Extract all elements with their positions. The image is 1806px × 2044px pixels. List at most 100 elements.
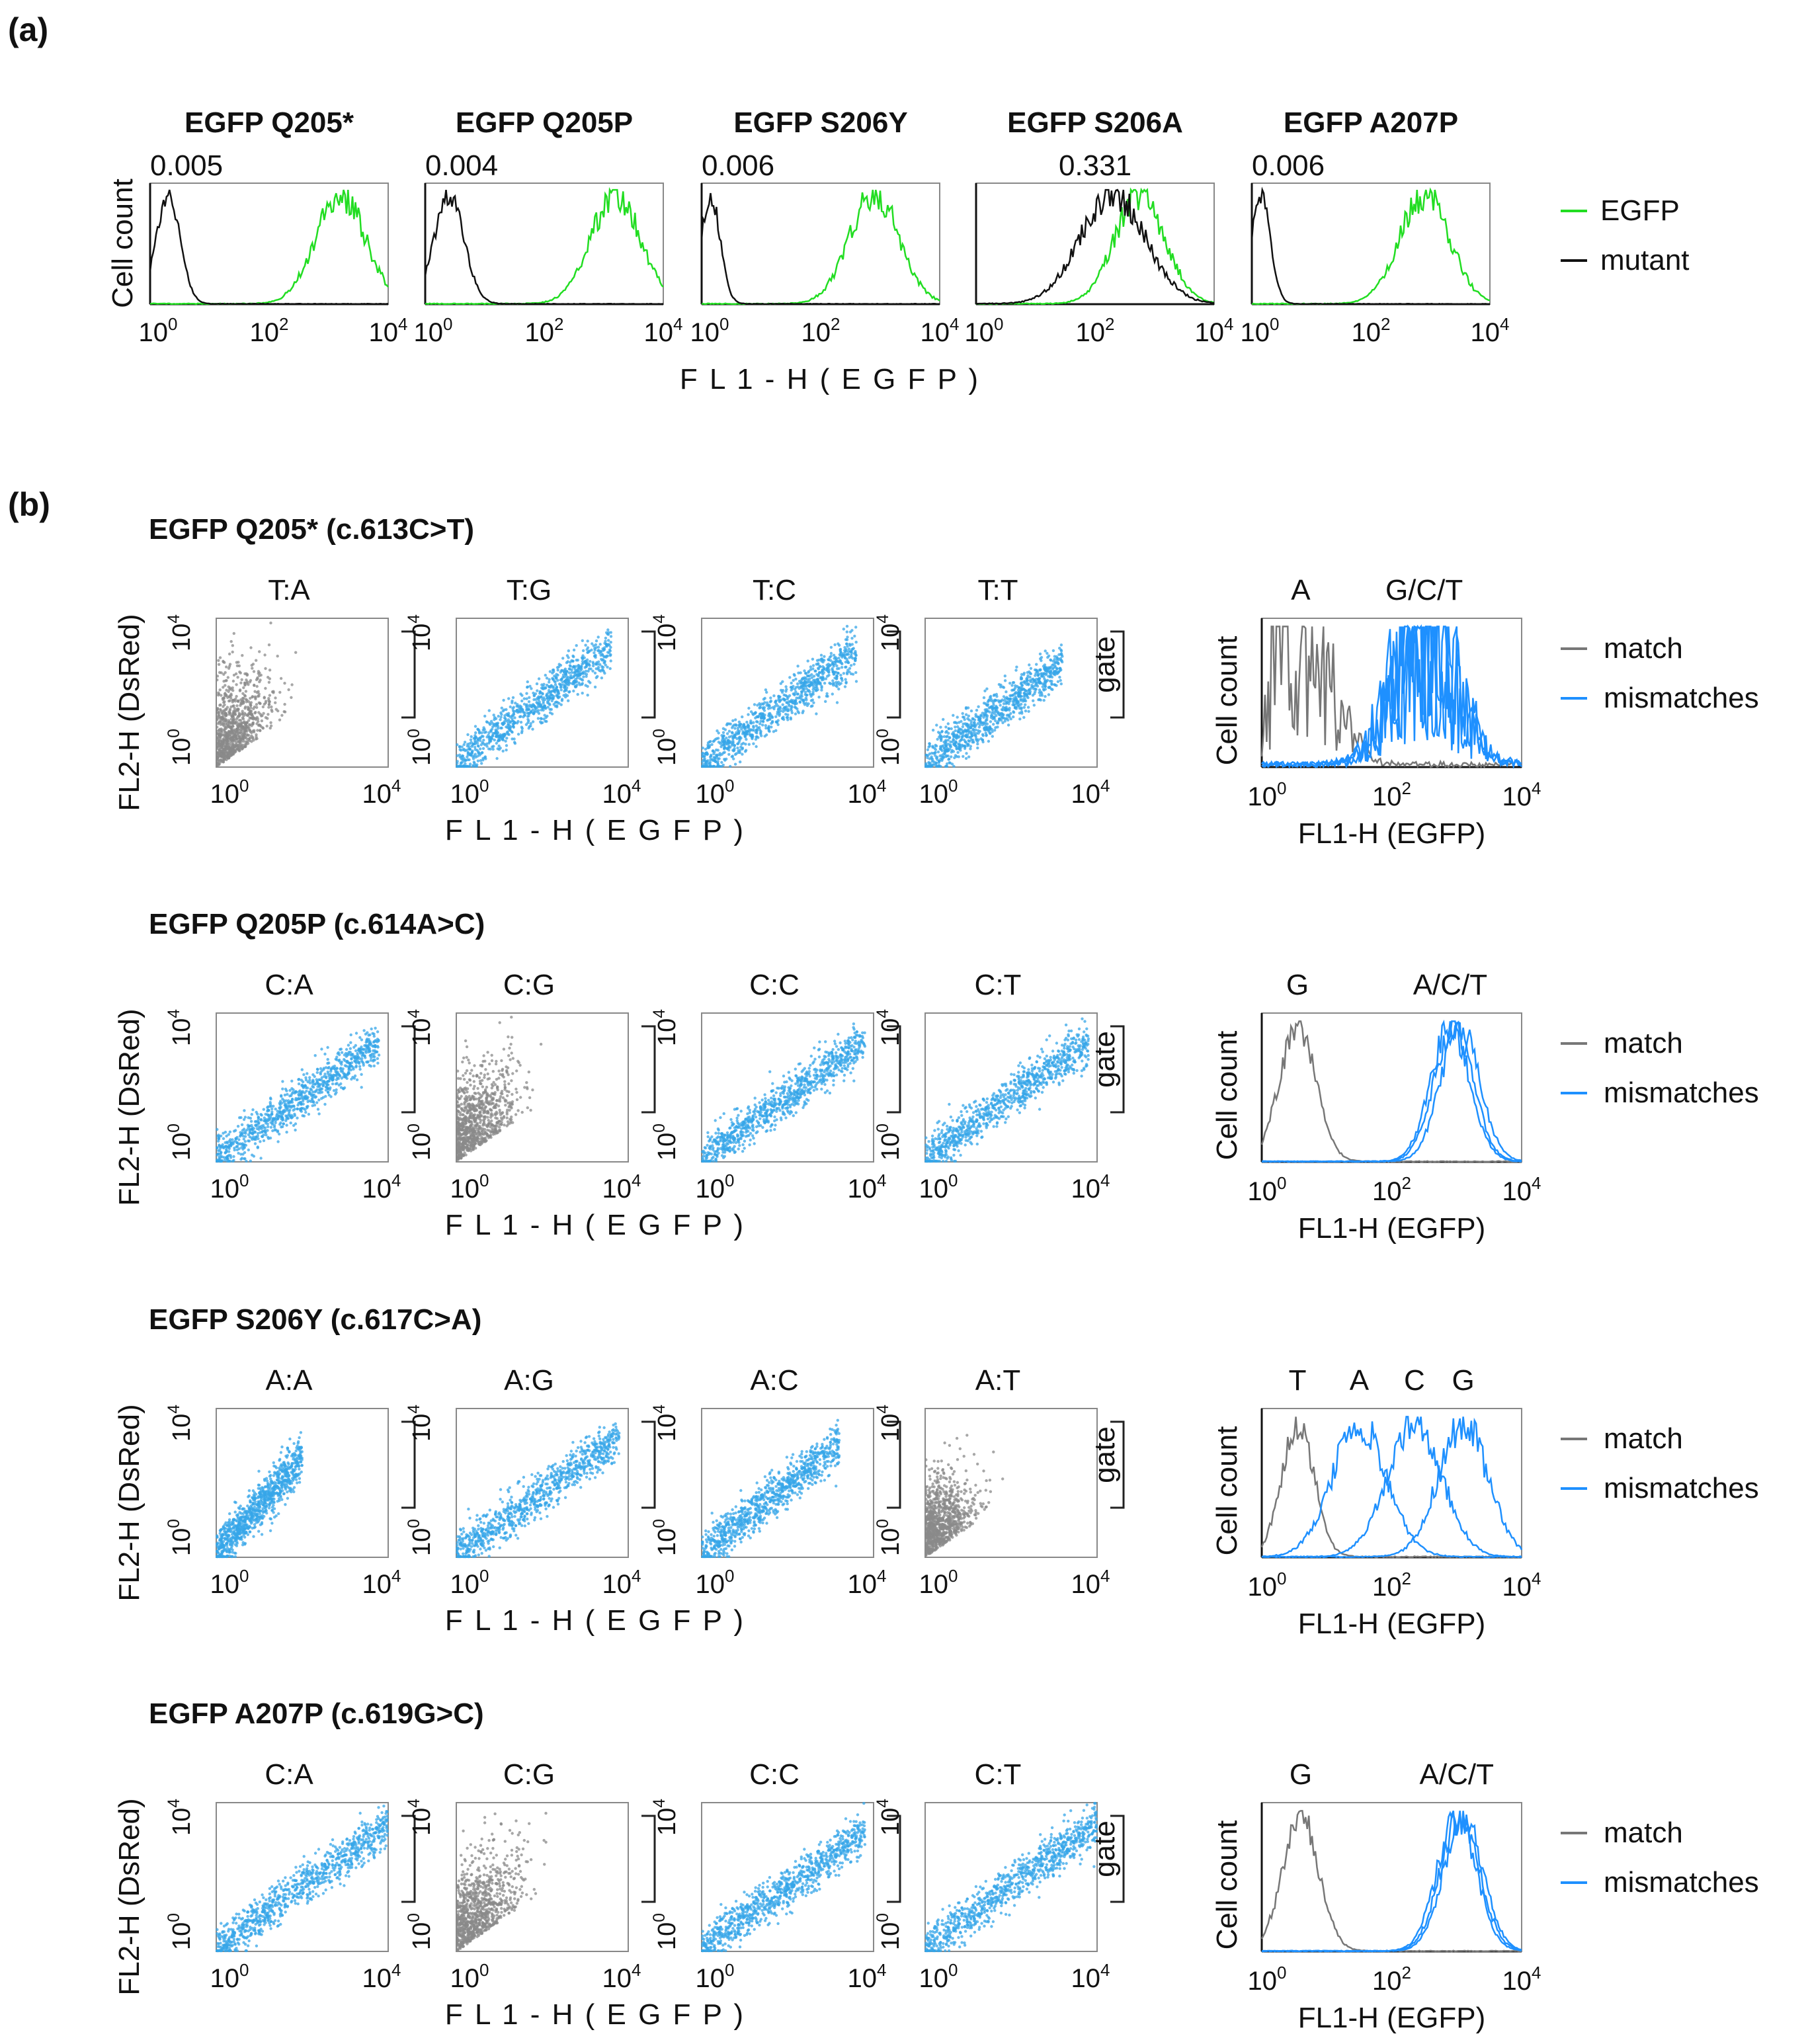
scatter-point bbox=[540, 717, 543, 721]
scatter-point bbox=[823, 655, 826, 658]
scatter-point bbox=[222, 1145, 226, 1149]
scatter-point bbox=[520, 699, 524, 703]
scatter-point bbox=[552, 697, 555, 700]
scatter-point bbox=[220, 712, 224, 715]
plot-frame bbox=[975, 183, 1215, 305]
scatter-point bbox=[276, 1140, 280, 1143]
scatter-point bbox=[781, 688, 785, 692]
scatter-point bbox=[844, 665, 848, 669]
scatter-point bbox=[216, 1127, 219, 1131]
scatter-point bbox=[507, 712, 511, 715]
scatter-point bbox=[1028, 692, 1031, 695]
scatter-point bbox=[469, 738, 473, 742]
scatter-point bbox=[225, 678, 228, 682]
scatter-point bbox=[581, 682, 584, 685]
scatter-point bbox=[263, 653, 267, 657]
scatter-point bbox=[563, 686, 566, 689]
scatter-point bbox=[291, 1090, 295, 1094]
scatter-point bbox=[745, 730, 748, 733]
hist-peak-label: A bbox=[1291, 574, 1311, 606]
egfp-histogram-line bbox=[975, 187, 1215, 306]
scatter-point bbox=[825, 692, 829, 696]
scatter-point bbox=[377, 1040, 380, 1043]
scatter-point bbox=[227, 721, 231, 724]
scatter-point bbox=[495, 741, 498, 745]
scatter-point bbox=[853, 634, 856, 638]
scatter-point bbox=[472, 1074, 475, 1078]
scatter-point bbox=[1037, 673, 1040, 676]
scatter-point bbox=[222, 709, 226, 712]
scatter-point bbox=[770, 721, 773, 725]
scatter-point bbox=[541, 706, 544, 710]
scatter-point bbox=[581, 649, 585, 653]
scatter-point bbox=[964, 713, 968, 716]
scatter-point bbox=[304, 1084, 308, 1088]
x-tick-label: 102 bbox=[801, 314, 841, 347]
scatter-point bbox=[831, 679, 835, 682]
scatter-point bbox=[342, 1075, 345, 1079]
scatter-point bbox=[235, 1145, 239, 1149]
scatter-point bbox=[248, 712, 251, 715]
scatter-point bbox=[834, 660, 837, 663]
scatter-point bbox=[235, 728, 239, 731]
scatter-point bbox=[969, 709, 973, 713]
scatter-point bbox=[817, 659, 821, 662]
scatter-point bbox=[484, 730, 488, 734]
scatter-point bbox=[520, 694, 524, 697]
scatter-point bbox=[965, 729, 968, 733]
scatter-point bbox=[798, 700, 802, 704]
scatter-point bbox=[1006, 714, 1010, 717]
scatter-point bbox=[505, 1124, 509, 1127]
scatter-point bbox=[537, 677, 541, 680]
scatter-point bbox=[226, 676, 229, 679]
scatter-point bbox=[840, 666, 844, 669]
scatter-point bbox=[268, 1100, 272, 1104]
scatter-point bbox=[326, 1045, 329, 1049]
hist-y-axis-label: Cell count bbox=[1211, 636, 1243, 766]
scatter-point bbox=[569, 665, 572, 668]
scatter-point bbox=[733, 733, 737, 737]
scatter-point bbox=[238, 671, 241, 674]
scatter-point bbox=[249, 710, 253, 713]
scatter-point bbox=[249, 723, 252, 727]
scatter-point bbox=[581, 660, 585, 663]
scatter-point bbox=[956, 751, 960, 755]
scatter-point bbox=[734, 718, 737, 721]
scatter-point bbox=[532, 691, 535, 695]
scatter-point bbox=[801, 710, 805, 713]
scatter-point bbox=[358, 1065, 362, 1068]
scatter-point bbox=[338, 1053, 341, 1057]
scatter-point bbox=[519, 715, 522, 718]
scatter-point bbox=[956, 725, 960, 729]
scatter-point bbox=[224, 671, 227, 675]
scatter-point bbox=[335, 1067, 339, 1070]
scatter-point bbox=[227, 752, 230, 755]
scatter-point bbox=[298, 1078, 301, 1081]
scatter-point bbox=[241, 654, 244, 657]
scatter-point bbox=[514, 1113, 518, 1116]
scatter-point bbox=[223, 727, 226, 731]
scatter-point bbox=[950, 755, 953, 758]
scatter-point bbox=[1014, 669, 1018, 672]
scatter-point bbox=[579, 673, 582, 676]
scatter-point bbox=[357, 1061, 361, 1065]
scatter-point bbox=[799, 671, 802, 675]
scatter-point bbox=[257, 701, 261, 705]
scatter-point bbox=[233, 749, 237, 753]
scatter-point bbox=[851, 673, 855, 676]
scatter-point bbox=[470, 1069, 473, 1072]
scatter-point bbox=[788, 694, 792, 698]
scatter-point bbox=[1027, 710, 1030, 714]
scatter-point bbox=[299, 1108, 302, 1112]
scatter-point bbox=[850, 629, 854, 632]
scatter-point bbox=[803, 703, 807, 706]
scatter-point bbox=[606, 651, 610, 654]
scatter-point bbox=[934, 761, 938, 765]
scatter-point bbox=[320, 1097, 323, 1100]
scatter-point bbox=[516, 733, 520, 736]
scatter-point bbox=[1055, 684, 1058, 687]
scatter-point bbox=[222, 705, 225, 708]
scatter-point bbox=[850, 651, 854, 655]
scatter-point bbox=[236, 724, 240, 728]
scatter-point bbox=[727, 729, 731, 733]
